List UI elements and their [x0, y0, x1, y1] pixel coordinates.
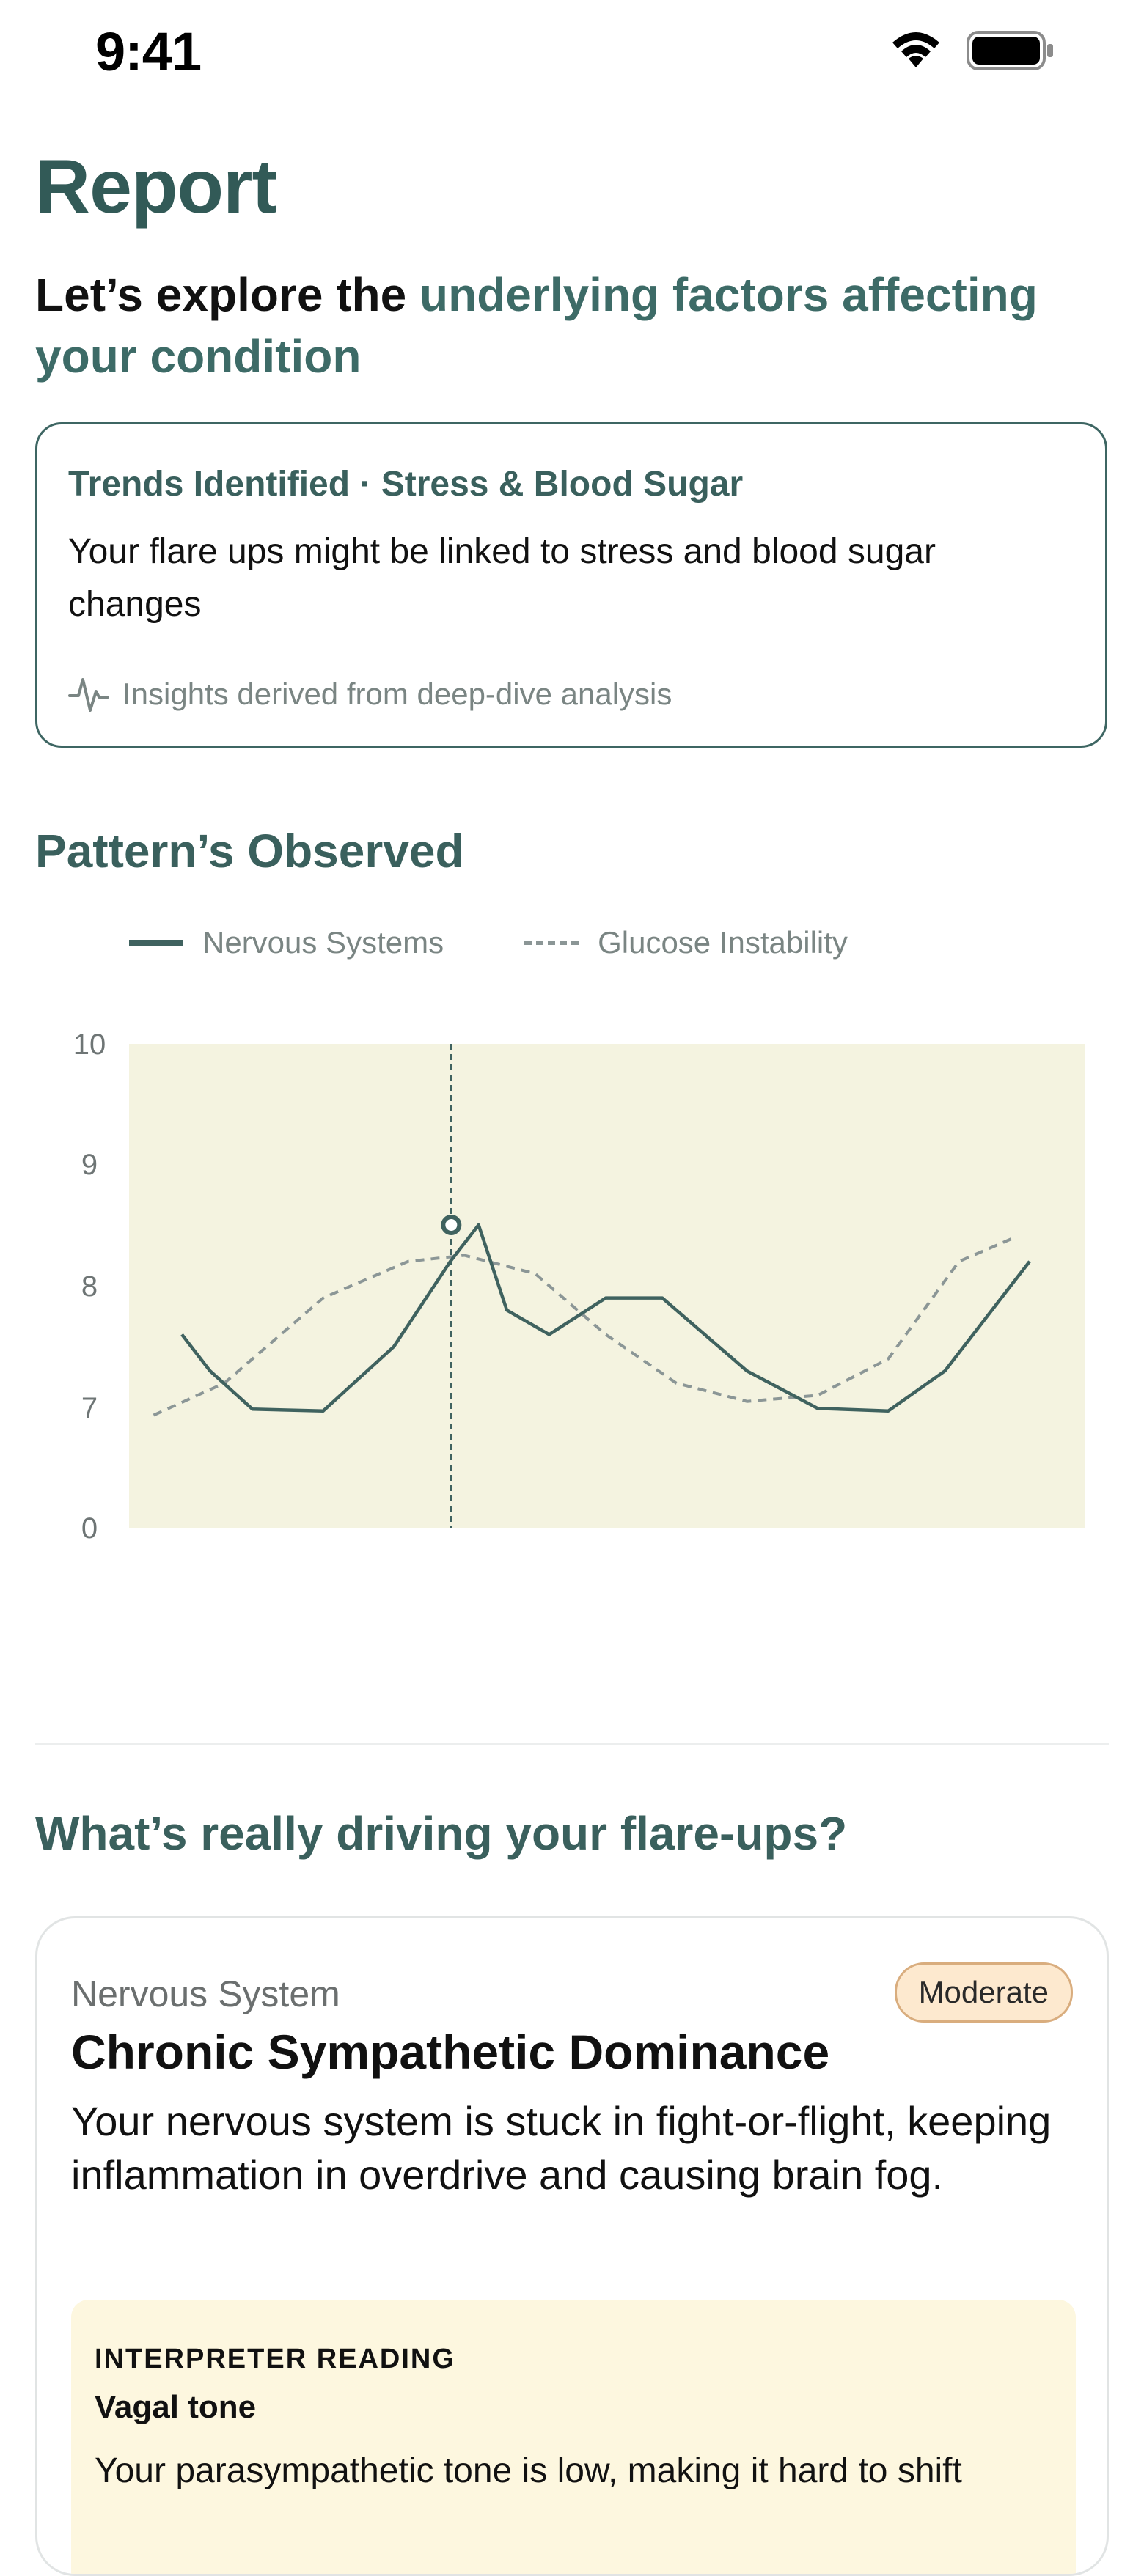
- trend-footnote: Insights derived from deep-dive analysis: [68, 674, 672, 715]
- highlight-point: [441, 1215, 462, 1235]
- trend-card[interactable]: Trends Identified · Stress & Blood Sugar…: [35, 422, 1107, 748]
- battery-icon: [967, 31, 1053, 70]
- trend-body: Your flare ups might be linked to stress…: [68, 532, 936, 624]
- activity-icon: [68, 678, 109, 712]
- headline-lead: Let’s explore the: [35, 268, 419, 321]
- y-tick-label: 10: [73, 1028, 106, 1061]
- status-bar: 9:41: [0, 0, 1144, 103]
- cause-card[interactable]: Nervous System Moderate Chronic Sympathe…: [35, 1916, 1109, 2576]
- page-title: Report: [35, 144, 277, 229]
- legend-item-nervous: Nervous Systems: [129, 925, 444, 960]
- page-headline: Let’s explore the underlying factors aff…: [35, 264, 1077, 387]
- y-tick-label: 9: [81, 1149, 98, 1181]
- status-time: 9:41: [95, 21, 202, 82]
- section-divider: [35, 1743, 1109, 1745]
- interpreter-label: INTERPRETER READING: [95, 2344, 455, 2374]
- interpreter-panel: INTERPRETER READING Vagal tone Your para…: [71, 2300, 1076, 2574]
- y-tick-label: 7: [81, 1392, 98, 1424]
- chart-plot-area: [129, 1044, 1085, 1528]
- series-glucose-line: [153, 1235, 1016, 1417]
- chart-legend: Nervous Systems Glucose Instability: [129, 925, 928, 960]
- legend-label-glucose: Glucose Instability: [598, 925, 848, 960]
- interpreter-text: Your parasympathetic tone is low, making…: [95, 2451, 962, 2490]
- legend-swatch-dashed: [524, 941, 579, 945]
- legend-label-nervous: Nervous Systems: [202, 925, 444, 960]
- trend-footnote-text: Insights derived from deep-dive analysis: [122, 677, 672, 711]
- trend-label: Trends Identified · Stress & Blood Sugar: [68, 465, 744, 504]
- cause-description: Your nervous system is stuck in fight-or…: [71, 2098, 1052, 2198]
- series-nervous-line: [180, 1223, 1031, 1413]
- wifi-icon: [892, 32, 939, 67]
- interpreter-title: Vagal tone: [95, 2389, 257, 2425]
- headline-accent: underlying factors affecting your condit…: [35, 268, 1038, 383]
- patterns-title: Pattern’s Observed: [35, 825, 464, 877]
- cause-title: Chronic Sympathetic Dominance: [71, 2025, 830, 2079]
- y-tick-label: 8: [81, 1270, 98, 1303]
- pattern-chart[interactable]: 109870MTWTFSS: [0, 982, 1144, 1539]
- y-tick-label: 0: [81, 1512, 98, 1539]
- severity-badge: Moderate: [894, 1962, 1073, 2023]
- drivers-title: What’s really driving your flare-ups?: [35, 1807, 848, 1860]
- legend-item-glucose: Glucose Instability: [524, 925, 848, 960]
- cause-category: Nervous System: [71, 1973, 340, 2014]
- legend-swatch-solid: [129, 940, 183, 946]
